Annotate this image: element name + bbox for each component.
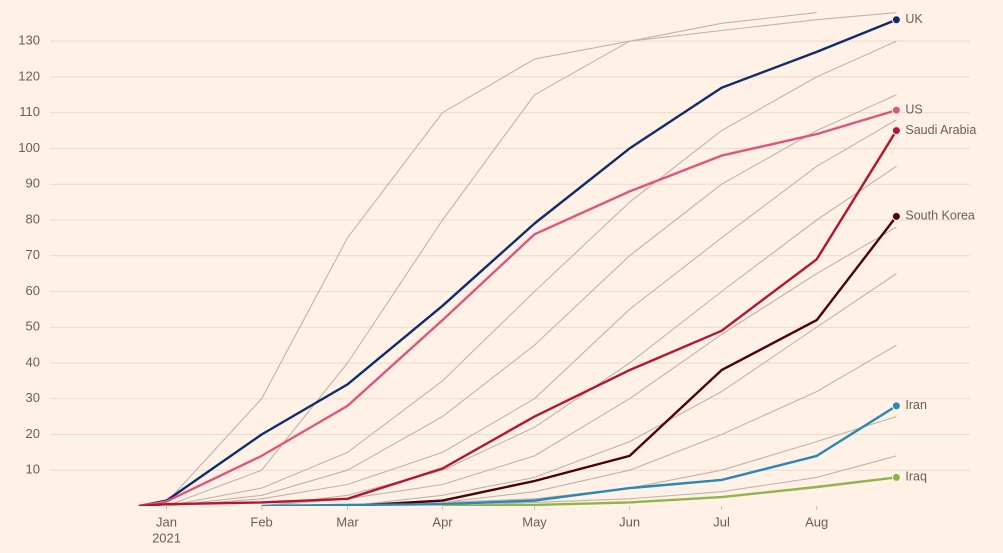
end-dot [891, 472, 901, 482]
highlight-line [442, 476, 897, 506]
x-tick-label: Aug [805, 514, 828, 529]
y-tick-label: 90 [26, 176, 40, 191]
highlight-line [138, 109, 897, 506]
y-tick-label: 70 [26, 247, 40, 262]
y-tick-label: 10 [26, 462, 40, 477]
plot-area [138, 12, 898, 506]
x-tick-label: Apr [432, 514, 453, 529]
y-tick-label: 60 [26, 283, 40, 298]
y-tick-label: 50 [26, 319, 40, 334]
y-tick-label: 40 [26, 354, 40, 369]
background-line [138, 12, 897, 506]
series-label: Iran [905, 398, 927, 412]
background-line [166, 94, 897, 506]
series-label: US [905, 102, 922, 116]
y-tick-label: 80 [26, 211, 40, 226]
highlight-line [138, 129, 898, 506]
end-dot [891, 105, 901, 115]
y-tick-label: 30 [26, 390, 40, 405]
background-line [166, 119, 897, 506]
background-line [166, 40, 897, 506]
end-dot [891, 401, 901, 411]
background-line [347, 344, 897, 506]
y-tick-label: 100 [18, 140, 40, 155]
highlight-line [261, 404, 898, 506]
background-line [261, 226, 897, 506]
highlight-line [138, 18, 897, 506]
y-tick-label: 110 [19, 104, 40, 119]
x-tick-label: Jan [156, 514, 177, 529]
x-tick-label: Mar [336, 514, 359, 529]
background-line [347, 416, 897, 506]
end-dot [891, 15, 901, 25]
x-tick-label: May [522, 514, 547, 529]
highlight-line [347, 215, 898, 506]
series-label: South Korea [905, 209, 975, 223]
background-line [442, 455, 897, 506]
y-tick-label: 120 [18, 68, 40, 83]
y-tick-label: 130 [18, 33, 40, 48]
x-sublabel: 2021 [152, 530, 181, 545]
background-line [166, 12, 817, 506]
background-line [261, 165, 897, 506]
end-dot [891, 211, 901, 221]
end-dot [891, 126, 901, 136]
x-tick-label: Jun [619, 514, 640, 529]
series-label: UK [905, 12, 923, 26]
series-label: Iraq [905, 470, 927, 484]
x-tick-label: Feb [250, 514, 272, 529]
series-label: Saudi Arabia [905, 123, 976, 137]
y-tick-label: 20 [26, 426, 40, 441]
x-tick-label: Jul [713, 514, 730, 529]
background-line [347, 273, 897, 506]
